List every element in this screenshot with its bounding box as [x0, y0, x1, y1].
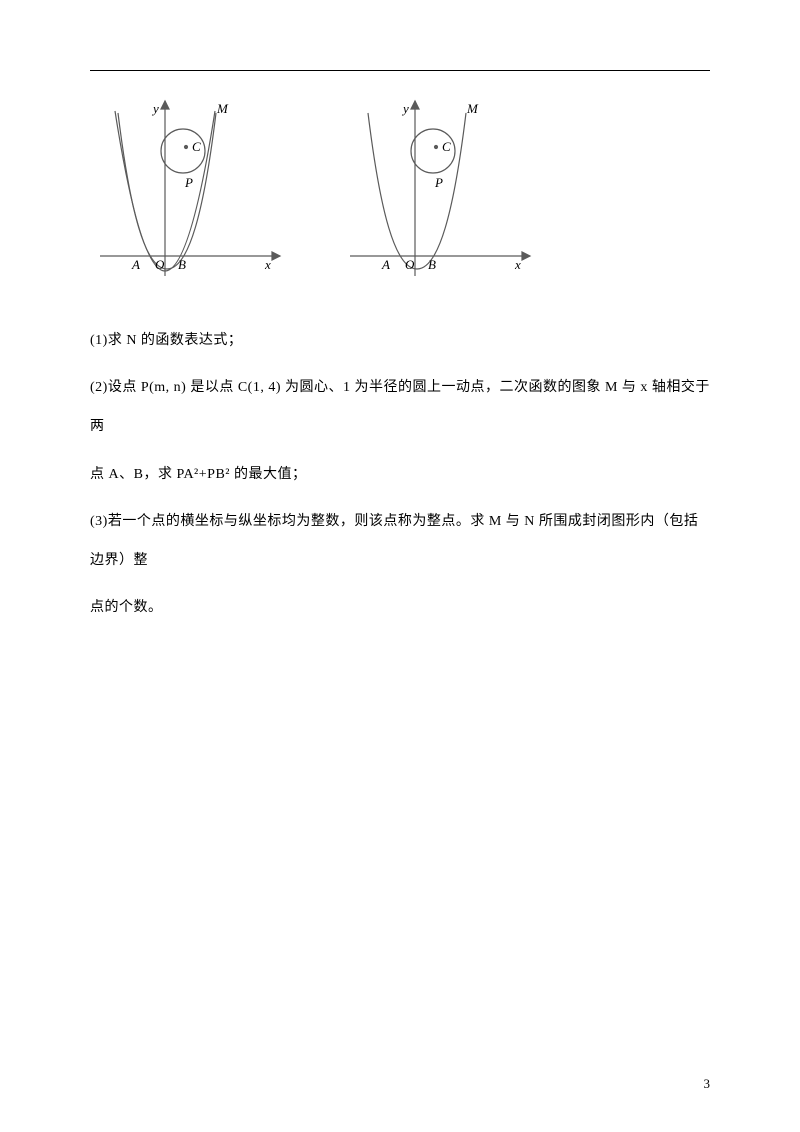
point-b-label: B — [178, 257, 186, 272]
x-axis-label-2: x — [514, 257, 521, 272]
header-divider — [90, 70, 710, 71]
point-p-label: P — [184, 175, 193, 190]
curve-m-label-2: M — [466, 101, 479, 116]
y-axis-label-2: y — [401, 101, 409, 116]
point-a-label: A — [131, 257, 140, 272]
x-axis-label: x — [264, 257, 271, 272]
question-2-line1: (2)设点 P(m, n) 是以点 C(1, 4) 为圆心、1 为半径的圆上一动… — [90, 368, 710, 446]
page-number: 3 — [704, 1076, 711, 1092]
point-b-label-2: B — [428, 257, 436, 272]
question-3-line1: (3)若一个点的横坐标与纵坐标均为整数，则该点称为整点。求 M 与 N 所围成封… — [90, 502, 710, 580]
questions-text: (1)求 N 的函数表达式； (2)设点 P(m, n) 是以点 C(1, 4)… — [90, 321, 710, 627]
question-1: (1)求 N 的函数表达式； — [90, 321, 710, 360]
parabola-figure-1: y M C P A O B x — [90, 91, 290, 291]
y-axis-label: y — [151, 101, 159, 116]
point-c-label-2: C — [442, 139, 451, 154]
point-o-label-2: O — [405, 257, 415, 272]
point-c-label: C — [192, 139, 201, 154]
question-2-line2: 点 A、B，求 PA²+PB² 的最大值； — [90, 455, 710, 494]
parabola-figure-2: y M C P A O B x — [340, 91, 540, 291]
curve-m-label: M — [216, 101, 229, 116]
question-3-line2: 点的个数。 — [90, 588, 710, 627]
point-p-label-2: P — [434, 175, 443, 190]
point-o-label: O — [155, 257, 165, 272]
figures-container: y M C P A O B x y M — [90, 91, 710, 291]
point-a-label-2: A — [381, 257, 390, 272]
